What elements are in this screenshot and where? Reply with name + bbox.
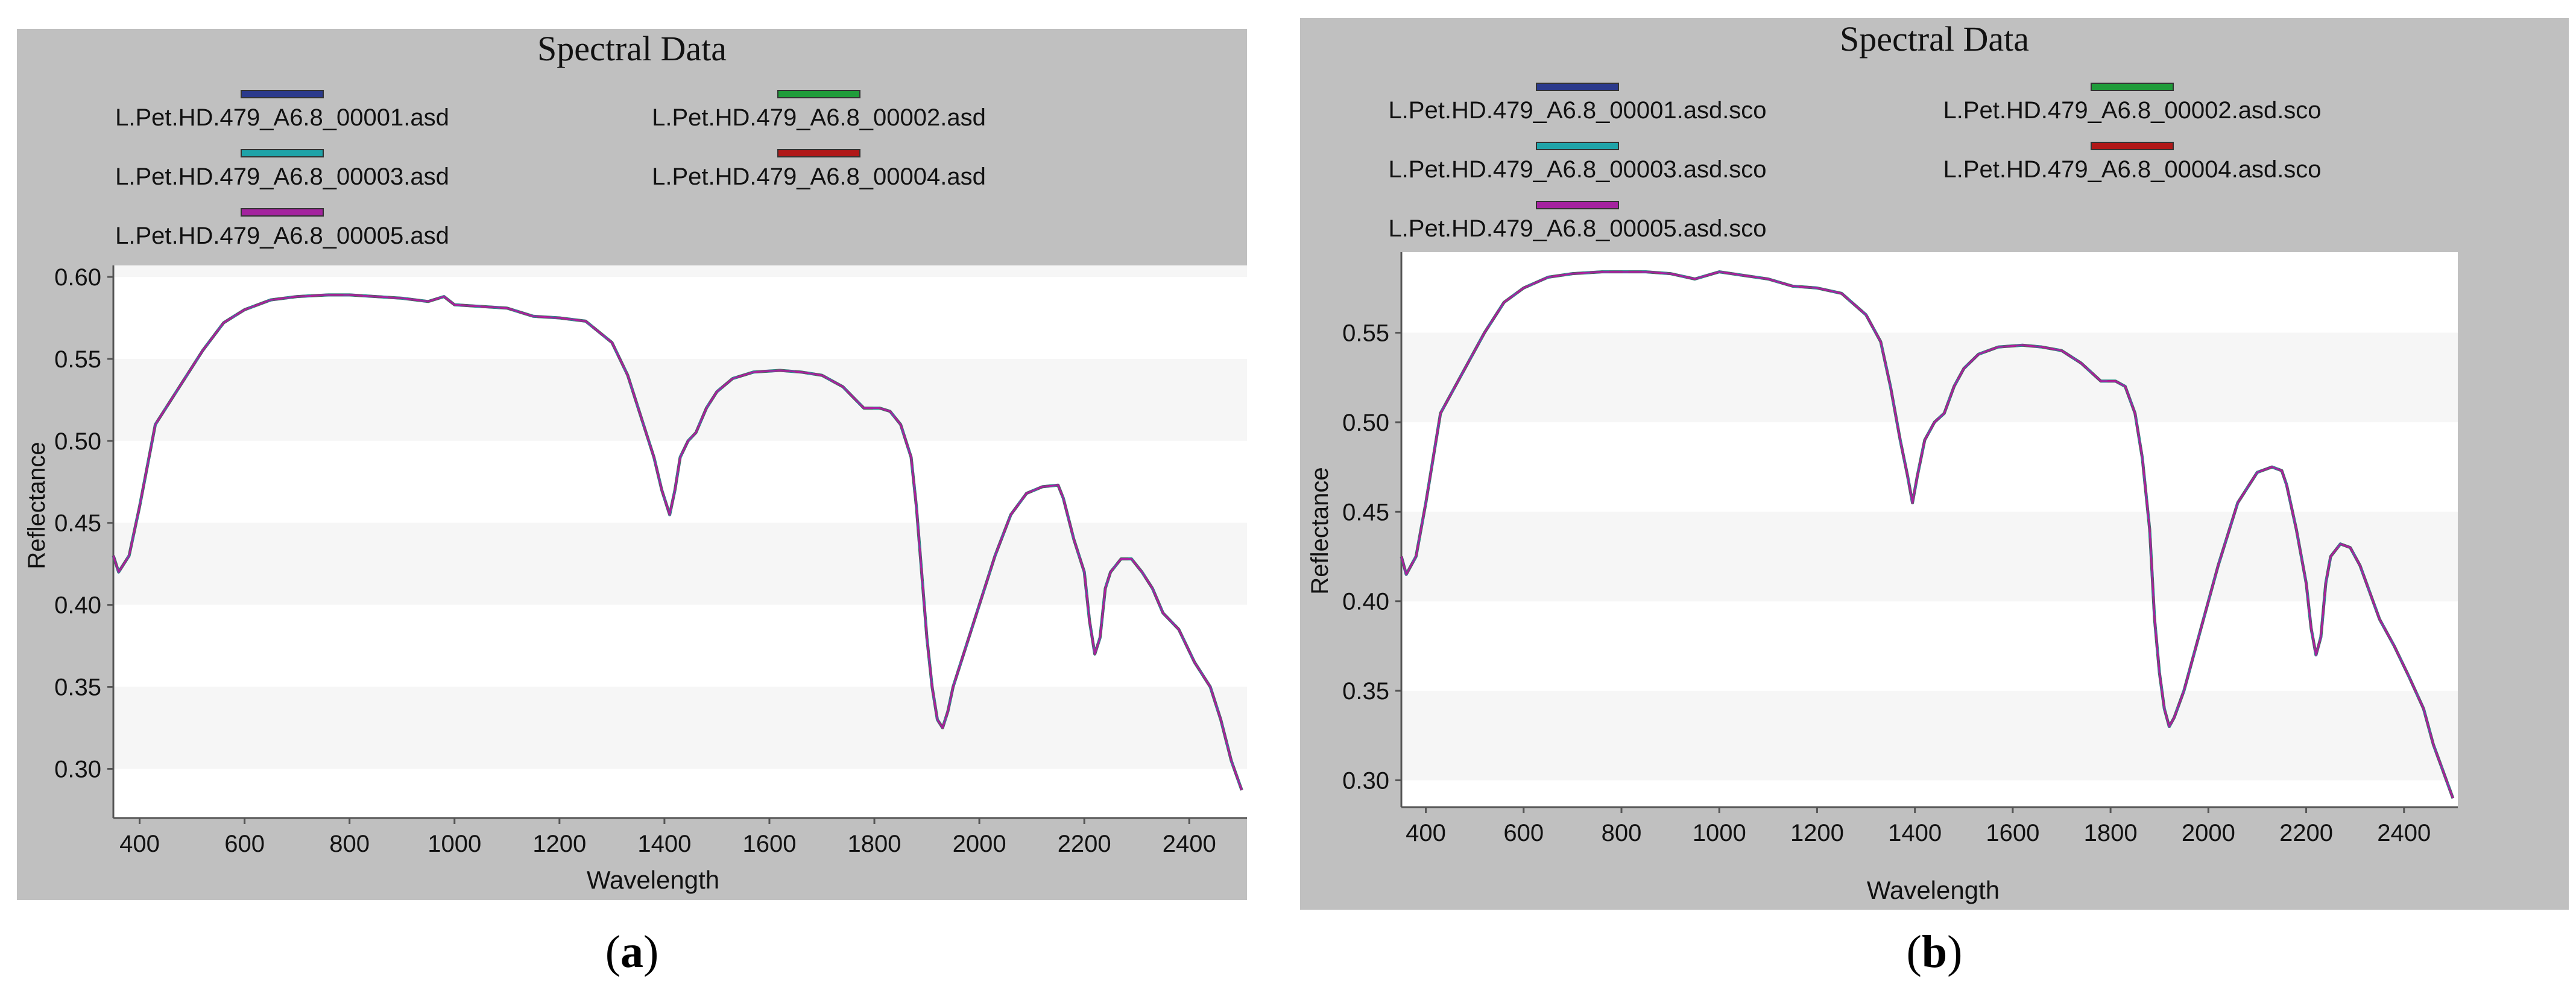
x-tick-label: 600 [224,831,265,857]
grid-band [1401,332,2458,422]
x-tick-label: 2400 [1163,831,1216,857]
legend-entry: L.Pet.HD.479_A6.8_00004.asd.sco [1943,156,2321,183]
legend-swatch [1536,142,1619,150]
y-tick-label: 0.45 [1342,499,1389,525]
x-tick-label: 600 [1503,820,1544,846]
legend-entry: L.Pet.HD.479_A6.8_00003.asd [115,163,449,190]
legend: L.Pet.HD.479_A6.8_00001.asd.sco L.Pet.HD.… [1388,83,2322,242]
series-line-5 [1400,271,2454,799]
y-tick-label: 0.50 [54,428,101,455]
legend-swatch [241,149,324,157]
y-axis-label: Reflectance [24,442,50,569]
legend-entry: L.Pet.HD.479_A6.8_00002.asd [652,104,986,131]
x-tick-label: 1200 [532,831,586,857]
legend-entry: L.Pet.HD.479_A6.8_00002.asd.sco [1943,97,2321,124]
y-tick-label: 0.35 [1342,678,1389,705]
legend-entry: L.Pet.HD.479_A6.8_00001.asd.sco [1388,97,1766,124]
legend-entry: L.Pet.HD.479_A6.8_00003.asd.sco [1388,156,1766,183]
chart-panel-b: Spectral Data L.Pet.HD.479_A6.8_00001.as… [1300,18,2569,910]
grid-band [113,522,1247,605]
grid-band [113,265,1247,277]
x-tick-label: 1400 [1888,820,1942,846]
x-axis-label: Wavelength [587,866,719,894]
x-tick-label: 1600 [742,831,796,857]
x-tick-label: 2200 [1058,831,1111,857]
y-tick-label: 0.30 [54,756,101,782]
y-tick-label: 0.55 [1342,320,1389,347]
x-tick-label: 400 [119,831,160,857]
legend-swatch [2091,142,2174,150]
legend-swatch [777,90,860,98]
legend-swatch [1536,83,1619,91]
chart-title: Spectral Data [537,29,727,68]
chart-panel-a: Spectral Data L.Pet.HD.479_A6.8_00001.as… [17,29,1247,900]
y-tick-label: 0.55 [54,346,101,373]
grid-band [113,358,1247,441]
x-tick-label: 400 [1406,820,1446,846]
x-tick-label: 1600 [1986,820,2039,846]
plot-area: 0.30 0.35 0.40 0.45 0.50 0.55 400 600 800 1000 120… [1342,252,2458,846]
legend: L.Pet.HD.479_A6.8_00001.asd L.Pet.HD.479_… [115,90,986,249]
legend-entry: L.Pet.HD.479_A6.8_00001.asd [115,104,449,131]
caption-a: (a) [605,927,659,977]
x-tick-label: 1200 [1790,820,1844,846]
y-tick-label: 0.50 [1342,410,1389,436]
legend-entry: L.Pet.HD.479_A6.8_00004.asd [652,163,986,190]
y-tick-label: 0.60 [54,264,101,291]
y-tick-label: 0.40 [54,592,101,619]
caption-letter: a [620,927,643,977]
legend-entry: L.Pet.HD.479_A6.8_00005.asd [115,223,449,249]
legend-swatch [777,149,860,157]
y-tick-label: 0.40 [1342,589,1389,615]
legend-entry: L.Pet.HD.479_A6.8_00005.asd.sco [1388,215,1766,242]
x-tick-label: 1000 [1693,820,1746,846]
x-tick-label: 2200 [2279,820,2333,846]
x-tick-label: 1800 [2084,820,2138,846]
caption-letter: b [1921,927,1948,977]
x-axis-label: Wavelength [1867,876,2000,904]
plot-area: 0.30 0.35 0.40 0.45 0.50 0.55 0.60 400 600 800 100… [54,264,1247,857]
x-tick-label: 2000 [2182,820,2235,846]
y-tick-label: 0.45 [54,510,101,537]
grid-band [113,686,1247,769]
y-tick-label: 0.30 [1342,767,1389,794]
legend-swatch [241,208,324,217]
x-tick-label: 800 [1602,820,1642,846]
grid-band [1401,512,2458,601]
grid-band [1401,691,2458,781]
y-axis-label: Reflectance [1307,467,1333,594]
x-tick-label: 2400 [2377,820,2431,846]
x-tick-label: 1400 [637,831,691,857]
legend-swatch [241,90,324,98]
x-tick-label: 800 [329,831,370,857]
legend-swatch [1536,201,1619,209]
x-tick-label: 2000 [953,831,1006,857]
caption-b: (b) [1906,927,1963,977]
x-tick-label: 1800 [848,831,901,857]
y-tick-label: 0.35 [54,674,101,701]
chart-title: Spectral Data [1840,19,2029,59]
legend-swatch [2091,83,2174,91]
series-line-5 [112,294,1243,791]
x-tick-label: 1000 [428,831,481,857]
